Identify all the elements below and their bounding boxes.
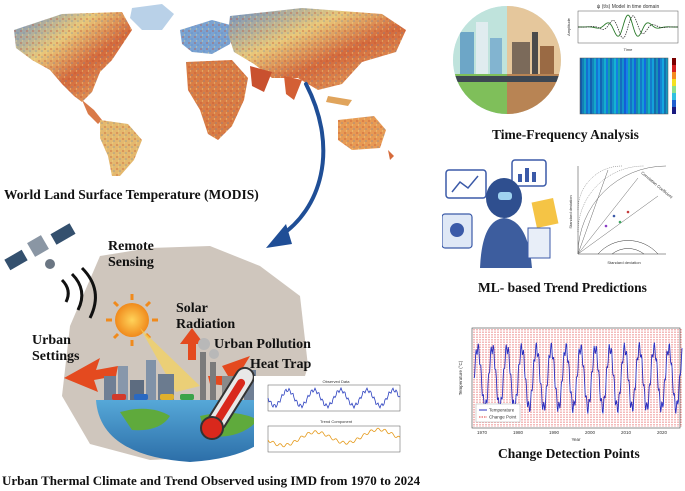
scalogram-stripe	[616, 58, 618, 114]
scalogram-stripe	[588, 58, 590, 114]
tfa-caption: Time-Frequency Analysis	[492, 127, 639, 142]
label-urban-pollution: Urban Pollution	[214, 337, 311, 352]
cdp-caption: Change Detection Points	[498, 446, 640, 461]
scalogram-stripe	[606, 58, 608, 114]
decomposition-plots: Observed Data Trend Component	[254, 376, 404, 462]
scalogram-stripe	[580, 58, 582, 114]
scalogram-colorbar-segment	[672, 100, 676, 107]
scalogram-stripe	[590, 58, 592, 114]
scalogram-stripe	[582, 58, 584, 114]
scalogram-stripe	[638, 58, 640, 114]
scalogram-stripe	[600, 58, 602, 114]
scalogram-colorbar-segment	[672, 107, 676, 114]
scalogram-stripe	[584, 58, 586, 114]
change-detection-plot: 1970 1980 1990 2000 2010 2020 Temperature Cha…	[454, 324, 684, 442]
cdp-xtick: 1990	[549, 430, 560, 435]
scalogram-stripe	[636, 58, 638, 114]
cdp-ylabel: Temperature (°C)	[458, 360, 463, 395]
label-sensing: Sensing	[108, 255, 154, 270]
flow-arrow	[266, 82, 326, 248]
trend-title: Trend Component	[320, 419, 353, 424]
scalogram-stripe	[652, 58, 654, 114]
cdp-legend-change: Change Point	[489, 415, 517, 420]
tfa-illustration	[453, 6, 561, 114]
scalogram-stripe	[640, 58, 642, 114]
scalogram-stripe	[586, 58, 588, 114]
scalogram-colorbar-segment	[672, 58, 676, 65]
label-heat-trap: Heat Trap	[250, 357, 312, 372]
wavelet-xlabel: Time	[624, 47, 634, 52]
scalogram-colorbar-segment	[672, 79, 676, 86]
scalogram-stripe	[610, 58, 612, 114]
cdp-xtick: 1970	[477, 430, 488, 435]
wavelet-title: ψ (t/s) Model in time domain	[597, 4, 660, 10]
scalogram-colorbar-segment	[672, 72, 676, 79]
taylor-diagram: Standard deviation Standard deviation Co…	[568, 156, 682, 268]
scalogram-stripe	[598, 58, 600, 114]
scalogram-stripe	[634, 58, 636, 114]
world-lst-map	[14, 4, 406, 176]
wavelet-plot: ψ (t/s) Model in time domain Time Amplit…	[566, 2, 682, 54]
scalogram-stripe	[648, 58, 650, 114]
scalogram-stripe	[644, 58, 646, 114]
scalogram-stripe	[642, 58, 644, 114]
scalogram-stripe	[604, 58, 606, 114]
scalogram-stripe	[624, 58, 626, 114]
label-urban: Urban	[32, 333, 71, 348]
scalogram-stripe	[646, 58, 648, 114]
thermometer-icon	[200, 366, 255, 440]
scalogram-stripe	[612, 58, 614, 114]
label-remote: Remote	[108, 239, 154, 254]
scalogram-stripe	[628, 58, 630, 114]
scalogram-stripe	[592, 58, 594, 114]
scalogram-plot	[576, 56, 682, 120]
scalogram-stripe	[620, 58, 622, 114]
scalogram-stripe	[602, 58, 604, 114]
scalogram-stripe	[662, 58, 664, 114]
label-settings: Settings	[32, 349, 80, 364]
cdp-xlabel: Year	[571, 437, 581, 442]
scalogram-stripe	[660, 58, 662, 114]
scalogram-stripe	[664, 58, 666, 114]
scalogram-colorbar-segment	[672, 65, 676, 72]
cdp-xtick: 2020	[657, 430, 668, 435]
observed-title: Observed Data	[323, 379, 351, 384]
cdp-xtick: 2000	[585, 430, 596, 435]
scalogram-stripe	[614, 58, 616, 114]
wavelet-ylabel: Amplitude	[566, 17, 571, 36]
taylor-arc-label: Correlation Coefficient	[640, 170, 674, 200]
scalogram-stripe	[658, 58, 660, 114]
scalogram-stripe	[656, 58, 658, 114]
scalogram-stripe	[654, 58, 656, 114]
taylor-xlabel: Standard deviation	[607, 260, 640, 265]
scalogram-stripe	[608, 58, 610, 114]
scalogram-stripe	[626, 58, 628, 114]
urban-scene-illustration	[4, 223, 308, 462]
world-lst-caption: World Land Surface Temperature (MODIS)	[4, 187, 259, 202]
satellite-icon	[4, 223, 76, 271]
scalogram-stripe	[622, 58, 624, 114]
ml-caption: ML- based Trend Predictions	[478, 280, 647, 295]
scalogram-colorbar-segment	[672, 93, 676, 100]
ml-illustration	[442, 159, 559, 268]
scalogram-colorbar-segment	[672, 86, 676, 93]
taylor-ylabel: Standard deviation	[568, 195, 573, 228]
scalogram-stripe	[618, 58, 620, 114]
scalogram-stripe	[650, 58, 652, 114]
cdp-legend-temp: Temperature	[489, 408, 515, 413]
scalogram-stripe	[596, 58, 598, 114]
label-solar: Solar	[176, 301, 208, 316]
cdp-xtick: 1980	[513, 430, 524, 435]
scalogram-stripe	[630, 58, 632, 114]
scalogram-stripe	[666, 58, 668, 114]
label-radiation: Radiation	[176, 317, 236, 332]
urban-caption: Urban Thermal Climate and Trend Observed…	[2, 473, 421, 488]
cdp-xtick: 2010	[621, 430, 632, 435]
scalogram-stripe	[632, 58, 634, 114]
scalogram-stripe	[594, 58, 596, 114]
